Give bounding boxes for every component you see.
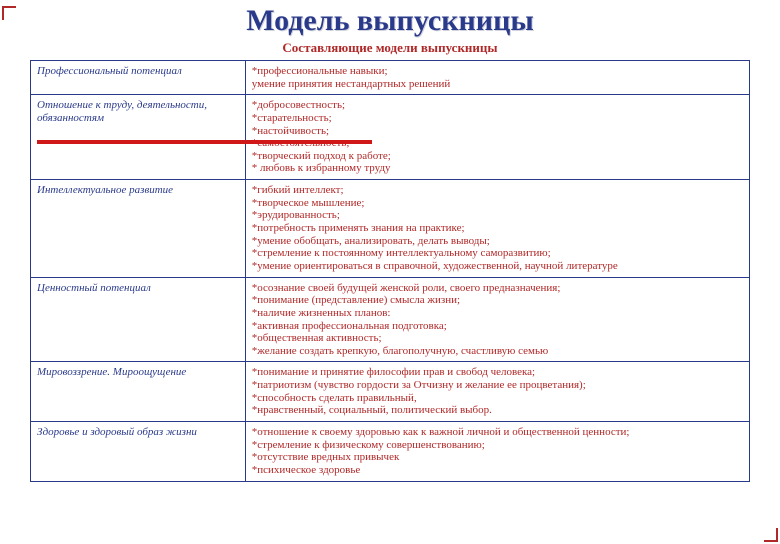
table-row: Отношение к труду, деятельности, обязанн… [31,95,750,180]
table-row: Мировоззрение. Мироощущение*понимание и … [31,362,750,422]
table-row: Интеллектуальное развитие*гибкий интелле… [31,180,750,277]
row-category: Ценностный потенциал [31,277,246,362]
page-subtitle: Составляющие модели выпускницы [0,40,780,56]
corner-decoration-tl [2,6,16,20]
row-category: Профессиональный потенциал [31,61,246,95]
row-content: *отношение к своему здоровью как к важно… [245,422,749,482]
row-content: *гибкий интеллект;*творческое мышление;*… [245,180,749,277]
row-content: *осознание своей будущей женской роли, с… [245,277,749,362]
row-category: Интеллектуальное развитие [31,180,246,277]
row-category: Отношение к труду, деятельности, обязанн… [31,95,246,180]
model-table: Профессиональный потенциал*профессиональ… [30,60,750,482]
row-category: Мировоззрение. Мироощущение [31,362,246,422]
row-content: *добросовестность;*старательность;*насто… [245,95,749,180]
accent-line [37,140,372,144]
row-category: Здоровье и здоровый образ жизни [31,422,246,482]
row-content: *профессиональные навыки;умение принятия… [245,61,749,95]
table-row: Ценностный потенциал *осознание своей бу… [31,277,750,362]
row-content: *понимание и принятие философии прав и с… [245,362,749,422]
table-row: Профессиональный потенциал*профессиональ… [31,61,750,95]
table-row: Здоровье и здоровый образ жизни*отношени… [31,422,750,482]
page-title: Модель выпускницы [0,4,780,38]
